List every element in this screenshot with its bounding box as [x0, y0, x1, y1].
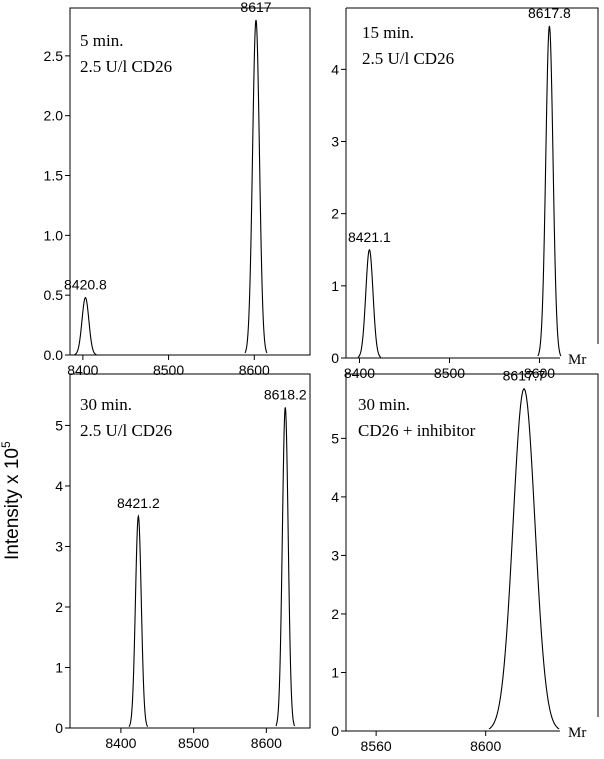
- y-tick-label: 0: [55, 720, 63, 736]
- y-tick-label: 3: [55, 538, 63, 554]
- peak-label: 8618.2: [264, 386, 307, 402]
- peak-trace: [275, 407, 296, 727]
- x-tick-label: 8500: [434, 365, 465, 381]
- panel-caption-line: 30 min.: [80, 395, 132, 414]
- y-tick-label: 5: [331, 430, 339, 446]
- panel-4: 0 1 2 3 4 5 8560 8600 Mr 8617.7 30 min. CD26 + inhi…: [331, 368, 599, 754]
- y-tick-label: 3: [331, 547, 339, 563]
- x-axis-unit: Mr: [568, 352, 586, 368]
- y-tick-label: 1: [55, 659, 63, 675]
- x-tick-label: 8600: [524, 365, 555, 381]
- panel-2: 0 1 2 3 4 8400 8500 8600 Mr 8421.1 8617.8 15 min. 2.…: [331, 5, 599, 381]
- y-tick-label: 1: [331, 664, 339, 680]
- x-tick-label: 8600: [251, 735, 282, 751]
- x-tick-label: 8600: [239, 362, 270, 378]
- panel-caption-line: 5 min.: [80, 31, 123, 50]
- panel-caption-line: 15 min.: [362, 23, 414, 42]
- x-tick-label: 8400: [105, 735, 136, 751]
- y-axis-label-exponent: 5: [0, 441, 13, 448]
- peak-trace: [74, 296, 97, 356]
- x-tick-label: 8400: [344, 365, 375, 381]
- x-tick-label: 8600: [470, 738, 501, 754]
- peak-trace: [128, 514, 149, 728]
- x-tick-label: 8400: [67, 362, 98, 378]
- panel-caption-line: 2.5 U/l CD26: [80, 57, 172, 76]
- y-tick-label: 0.0: [44, 347, 64, 363]
- y-tick-label: 2.0: [44, 108, 64, 124]
- peak-trace: [488, 387, 560, 730]
- panel-caption: 15 min. 2.5 U/l CD26: [362, 23, 454, 68]
- x-tick-label: 8560: [361, 738, 392, 754]
- peak-trace: [357, 248, 382, 358]
- panel-caption: 30 min. 2.5 U/l CD26: [80, 395, 172, 440]
- y-tick-label: 2: [55, 599, 63, 615]
- y-tick-label: 1: [331, 278, 339, 294]
- panel-caption-line: CD26 + inhibitor: [358, 421, 476, 440]
- x-axis-unit: Mr: [568, 725, 586, 741]
- y-axis-label-base: Intensity x 10: [2, 448, 23, 560]
- panel-frame: [69, 7, 311, 356]
- x-tick-label: 8500: [178, 735, 209, 751]
- y-tick-label: 4: [331, 61, 339, 77]
- panel-caption: 5 min. 2.5 U/l CD26: [80, 31, 172, 76]
- peak-trace: [537, 25, 562, 357]
- y-tick-label: 4: [331, 489, 339, 505]
- panel-3: 0 1 2 3 4 5 8400 8500 8600 8421.2 8618.2 30 min. 2.5…: [55, 373, 311, 751]
- panel-caption-line: 30 min.: [358, 395, 410, 414]
- peak-label: 8617.7: [503, 368, 546, 384]
- peak-label: 8421.1: [348, 229, 391, 245]
- y-axis-label: Intensity x 105: [0, 441, 23, 560]
- y-tick-label: 0: [331, 723, 339, 739]
- peak-label: 8617: [240, 0, 271, 15]
- panel-caption-line: 2.5 U/l CD26: [80, 421, 172, 440]
- y-tick-label: 3: [331, 134, 339, 150]
- panel-caption-line: 2.5 U/l CD26: [362, 49, 454, 68]
- peak-label: 8420.8: [64, 277, 107, 293]
- y-tick-label: 2: [331, 606, 339, 622]
- peak-label: 8421.2: [117, 495, 160, 511]
- panel-caption: 30 min. CD26 + inhibitor: [358, 395, 476, 440]
- y-tick-label: 0.5: [44, 287, 64, 303]
- y-tick-label: 0: [331, 350, 339, 366]
- panel-1: 0.0 0.5 1.0 1.5 2.0 2.5 8400 8500 8600 8420.8 8617…: [44, 0, 311, 378]
- spectra-panels: 0.0 0.5 1.0 1.5 2.0 2.5 8400 8500 8600 8420.8 8617…: [44, 0, 599, 754]
- y-tick-label: 2: [331, 206, 339, 222]
- panel-frame: [69, 373, 311, 729]
- y-tick-label: 1.0: [44, 227, 64, 243]
- y-tick-label: 2.5: [44, 48, 64, 64]
- peak-trace: [244, 19, 268, 354]
- y-tick-label: 4: [55, 478, 63, 494]
- y-tick-label: 5: [55, 417, 63, 433]
- peak-label: 8617.8: [528, 5, 571, 21]
- y-tick-label: 1.5: [44, 168, 64, 184]
- x-tick-label: 8500: [153, 362, 184, 378]
